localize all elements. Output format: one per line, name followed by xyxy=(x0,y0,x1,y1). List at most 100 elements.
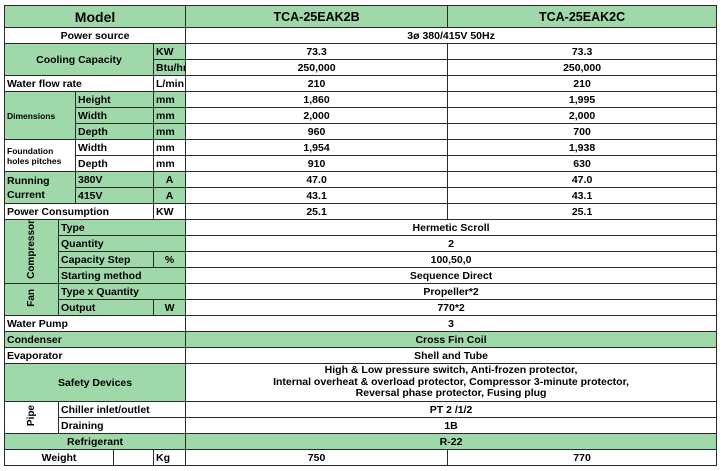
fan-type-label: Type x Quantity xyxy=(57,283,187,300)
compressor-quantity-row: Quantity 2 xyxy=(5,235,718,252)
foundation-depth-row: Depth mm 910 630 xyxy=(5,155,718,172)
compressor-starting-method-value: Sequence Direct xyxy=(185,267,718,284)
safety-devices-line-3: Reversal phase protector, Fusing plug xyxy=(355,387,547,400)
evaporator-row: Evaporator Shell and Tube xyxy=(3,347,718,364)
safety-devices-line-1: High & Low pressure switch, Anti-frozen … xyxy=(324,364,578,377)
compressor-group-label: Compressor xyxy=(4,219,59,284)
model-1-name: TCA-25EAK2B xyxy=(185,5,449,28)
dimensions-depth-label: Depth xyxy=(75,123,154,140)
refrigerant-value: R-22 xyxy=(185,433,718,450)
foundation-depth-value-2: 630 xyxy=(447,155,718,172)
refrigerant-row: Refrigerant R-22 xyxy=(3,433,718,450)
safety-devices-line-2: Internal overheat & overload protector, … xyxy=(273,375,630,388)
foundation-depth-unit: mm xyxy=(152,155,187,172)
fan-output-value: 770*2 xyxy=(185,299,718,316)
compressor-type-value: Hermetic Scroll xyxy=(185,219,718,236)
pipe-draining-value: 1B xyxy=(185,417,718,434)
power-source-value: 3ø 380/415V 50Hz xyxy=(185,27,718,44)
foundation-width-value-2: 1,938 xyxy=(447,139,718,156)
power-consumption-label: Power Consumption xyxy=(4,203,154,220)
safety-devices-row: Safety Devices High & Low pressure switc… xyxy=(3,363,718,402)
compressor-capacity-step-value: 100,50,0 xyxy=(185,251,718,268)
foundation-depth-label: Depth xyxy=(75,155,154,172)
running-current-380-value-1: 47.0 xyxy=(185,171,449,188)
fan-output-unit: W xyxy=(152,299,187,316)
foundation-width-value-1: 1,954 xyxy=(185,139,449,156)
compressor-capacity-step-row: Capacity Step % 100,50,0 xyxy=(5,251,718,268)
cooling-capacity-kw-row: Cooling Capacity KW 73.3 73.3 xyxy=(4,43,718,76)
running-current-415-label: 415V xyxy=(75,187,154,204)
compressor-capacity-step-label: Capacity Step xyxy=(58,251,154,268)
dimensions-depth-row: Depth mm 960 700 xyxy=(5,123,718,140)
running-current-380-value-2: 47.0 xyxy=(447,171,718,188)
water-flow-row: Water flow rate L/min 210 210 xyxy=(4,75,718,92)
power-consumption-row: Power Consumption KW 25.1 25.1 xyxy=(4,203,718,220)
dimensions-height-value-2: 1,995 xyxy=(447,91,718,108)
condenser-value: Cross Fin Coil xyxy=(185,331,718,348)
water-flow-unit: L/min xyxy=(152,75,187,92)
water-flow-label: Water flow rate xyxy=(4,75,154,92)
power-consumption-value-2: 25.1 xyxy=(447,203,718,220)
condenser-row: Condenser Cross Fin Coil xyxy=(3,331,718,348)
dimensions-height-value-1: 1,860 xyxy=(185,91,449,108)
foundation-depth-value-1: 910 xyxy=(185,155,449,172)
running-current-380-row: Running Current 380V A 47.0 47.0 xyxy=(4,171,718,204)
dimensions-label: Dimensions xyxy=(4,91,76,140)
foundation-label: Foundation holes pitches xyxy=(4,139,76,172)
weight-row: Weight Kg 750 770 xyxy=(4,449,718,466)
running-current-415-value-2: 43.1 xyxy=(447,187,718,204)
compressor-type-label: Type xyxy=(57,219,187,236)
cooling-capacity-kw-unit: KW xyxy=(152,43,187,60)
water-flow-value-1: 210 xyxy=(185,75,449,92)
compressor-type-row: Compressor Type Hermetic Scroll xyxy=(4,219,718,284)
pipe-draining-row: Draining 1B xyxy=(5,417,718,434)
header-row: Model TCA-25EAK2B TCA-25EAK2C xyxy=(3,5,718,28)
fan-type-row: Fan Type x Quantity Propeller*2 xyxy=(4,283,718,316)
running-current-label: Running Current xyxy=(4,171,76,204)
water-flow-value-2: 210 xyxy=(447,75,718,92)
cooling-capacity-kw-value-2: 73.3 xyxy=(447,43,718,60)
compressor-starting-method-row: Starting method Sequence Direct xyxy=(5,267,718,284)
weight-spacer xyxy=(113,449,154,466)
compressor-starting-method-label: Starting method xyxy=(57,267,187,284)
weight-label: Weight xyxy=(4,449,114,466)
pipe-chiller-label: Chiller inlet/outlet xyxy=(57,401,187,418)
condenser-label: Condenser xyxy=(3,331,187,348)
weight-unit: Kg xyxy=(152,449,187,466)
dimensions-height-row: Dimensions Height mm 1,860 1,995 xyxy=(4,91,718,140)
running-current-380-unit: A xyxy=(152,171,187,188)
running-current-415-unit: A xyxy=(152,187,187,204)
dimensions-width-value-1: 2,000 xyxy=(185,107,449,124)
running-current-label-line2: Current xyxy=(7,188,45,201)
evaporator-label: Evaporator xyxy=(3,347,187,364)
foundation-width-label: Width xyxy=(75,139,154,156)
running-current-415-value-1: 43.1 xyxy=(185,187,449,204)
cooling-capacity-btu-value-2: 250,000 xyxy=(447,59,718,76)
compressor-label: Compressor xyxy=(26,220,37,279)
foundation-label-line2: holes pitches xyxy=(7,155,62,166)
refrigerant-label: Refrigerant xyxy=(3,433,187,450)
fan-output-label: Output xyxy=(58,299,154,316)
dimensions-depth-unit: mm xyxy=(152,123,187,140)
dimensions-height-unit: mm xyxy=(152,91,187,108)
compressor-capacity-step-unit: % xyxy=(152,251,187,268)
pipe-group-label: Pipe xyxy=(4,401,59,434)
cooling-capacity-kw-value-1: 73.3 xyxy=(185,43,449,60)
compressor-quantity-label: Quantity xyxy=(57,235,187,252)
evaporator-value: Shell and Tube xyxy=(185,347,718,364)
foundation-width-unit: mm xyxy=(152,139,187,156)
compressor-quantity-value: 2 xyxy=(185,235,718,252)
dimensions-width-row: Width mm 2,000 2,000 xyxy=(5,107,718,124)
fan-label: Fan xyxy=(26,288,37,307)
dimensions-height-label: Height xyxy=(75,91,154,108)
fan-output-row: Output W 770*2 xyxy=(5,299,718,316)
water-pump-label: Water Pump xyxy=(3,315,187,332)
pipe-draining-label: Draining xyxy=(57,417,187,434)
safety-devices-label: Safety Devices xyxy=(3,363,187,402)
pipe-chiller-value: PT 2 /1/2 xyxy=(185,401,718,418)
dimensions-width-unit: mm xyxy=(152,107,187,124)
running-current-380-label: 380V xyxy=(75,171,154,188)
weight-value-1: 750 xyxy=(185,449,449,466)
model-label: Model xyxy=(3,5,187,28)
water-pump-row: Water Pump 3 xyxy=(3,315,718,332)
